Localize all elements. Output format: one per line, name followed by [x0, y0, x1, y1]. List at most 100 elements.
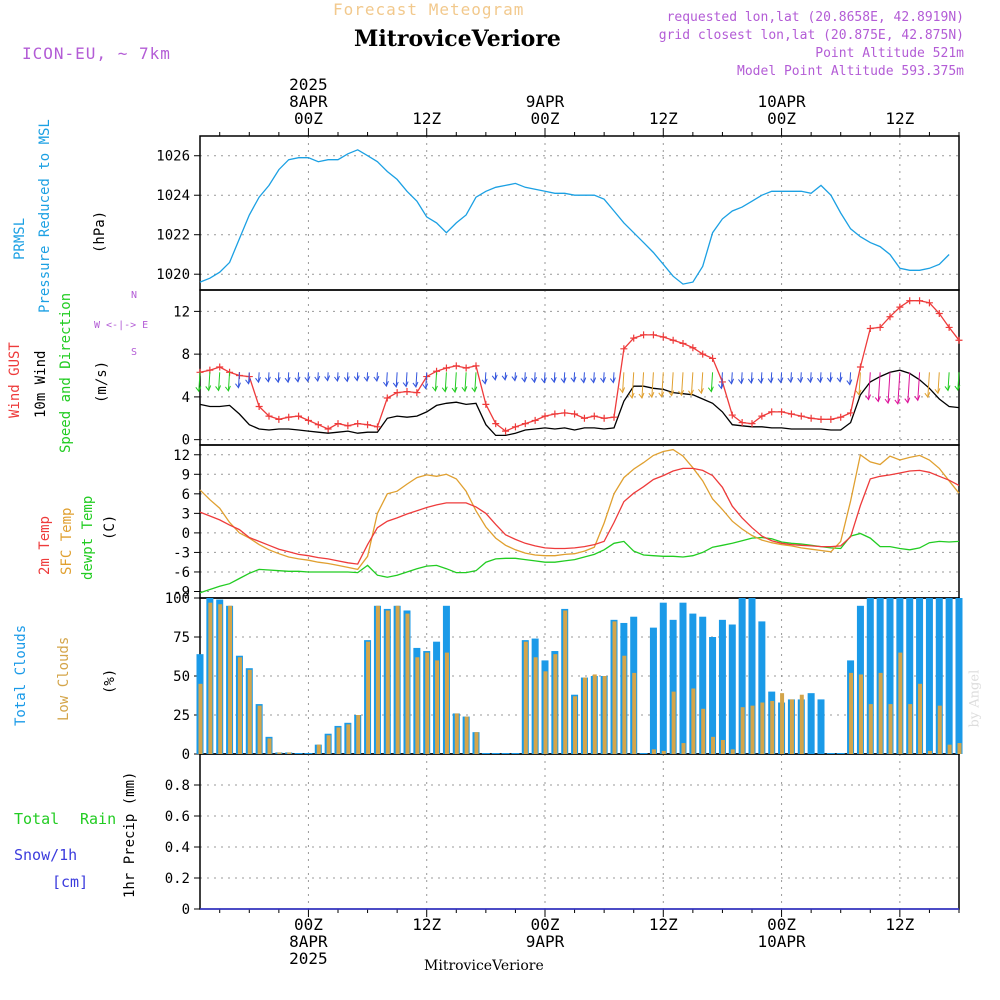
wind-arrow — [954, 372, 961, 392]
wind-gust-marker — [738, 419, 746, 427]
y-tick-label: -6 — [173, 565, 190, 581]
wind-arrow — [757, 372, 764, 384]
low-clouds-bar — [632, 672, 637, 754]
wind-gust-marker — [847, 409, 855, 417]
y-tick-label: 75 — [173, 630, 190, 646]
wind-arrow — [707, 372, 714, 393]
wind-arrow — [874, 372, 881, 403]
wind-arrow — [383, 372, 389, 388]
low-clouds-bar — [651, 749, 656, 754]
total-clouds-bar — [945, 598, 953, 754]
total-clouds-bar — [748, 598, 756, 754]
wind-arrow — [894, 372, 901, 405]
low-clouds-bar — [287, 752, 292, 754]
total-clouds-bar — [679, 602, 687, 754]
total-clouds-bar — [866, 598, 874, 754]
wind-arrow — [402, 372, 409, 388]
low-clouds-bar — [573, 696, 578, 754]
wind-gust-marker — [314, 421, 322, 429]
total-clouds-bar — [659, 602, 667, 754]
low-clouds-bar — [454, 713, 459, 754]
wind-gust-marker — [393, 389, 401, 397]
wind-gust-marker — [856, 363, 864, 371]
compass-we: W <-|-> E — [94, 320, 149, 331]
y-tick-label: 9 — [182, 467, 190, 483]
wind-gust-marker — [373, 423, 381, 431]
wind-gust-marker — [925, 299, 933, 307]
low-clouds-bar — [661, 750, 666, 754]
wind-gust-marker — [689, 344, 697, 352]
wind-gust-marker — [866, 324, 874, 332]
wind-arrow — [728, 372, 735, 385]
wind-arrow — [816, 372, 823, 384]
y-tick-label: 0.6 — [165, 809, 190, 825]
wind-gust-line — [199, 300, 960, 432]
low-clouds-bar — [543, 671, 548, 754]
wind-arrow — [363, 372, 370, 383]
wind-gust-marker — [285, 413, 293, 421]
time-label-top: 00Z — [531, 109, 560, 128]
wind-arrow — [855, 372, 862, 396]
low-clouds-bar — [898, 652, 903, 754]
low-clouds-bar — [316, 744, 321, 754]
wind-arrow — [441, 372, 448, 393]
time-label-top: 10APR — [757, 92, 806, 111]
wind-arrow — [481, 372, 488, 385]
low-clouds-bar — [415, 657, 420, 754]
wind-gust-marker — [748, 420, 756, 428]
wind-arrow — [205, 372, 212, 392]
wind-arrow — [451, 372, 458, 394]
point-altitude: Point Altitude 521m — [815, 46, 964, 61]
wind-gust-marker — [403, 388, 411, 396]
low-clouds-bar — [326, 735, 331, 754]
wind-arrow — [471, 372, 478, 393]
wind-gust-marker — [541, 412, 549, 420]
wind-gust-marker — [916, 297, 924, 305]
wind-arrow — [491, 372, 498, 381]
pressure-line — [199, 149, 950, 285]
low-clouds-bar — [425, 652, 430, 754]
wind-gust-marker — [295, 412, 303, 420]
wind-gust-marker — [531, 416, 539, 424]
wind-gust-marker — [590, 412, 598, 420]
low-clouds-bar — [602, 676, 607, 754]
wind-gust-marker — [630, 334, 638, 342]
wind-arrow — [688, 372, 694, 396]
low-clouds-bar — [760, 702, 765, 754]
wind-gust-marker — [354, 420, 362, 428]
wind-gust-marker — [600, 414, 608, 422]
time-label-bottom: 8APR — [289, 932, 328, 951]
low-clouds-bar — [346, 724, 351, 754]
sfc-temp-line — [199, 448, 960, 571]
wind-gust-marker — [472, 362, 480, 370]
y-tick-label: 0.2 — [165, 871, 190, 887]
wind-gust-marker — [551, 410, 559, 418]
y-tick-label: 1026 — [156, 149, 190, 165]
time-label-bottom: 2025 — [289, 949, 328, 968]
low-clouds-bar — [701, 708, 706, 754]
low-clouds-bar — [277, 752, 282, 754]
temp-2m-line — [199, 467, 960, 565]
time-label-bottom: 9APR — [526, 932, 565, 951]
wind-arrow — [392, 372, 399, 388]
y-tick-label: 8 — [182, 347, 190, 363]
time-label-bottom: 12Z — [412, 915, 441, 934]
wind-arrow — [314, 372, 321, 383]
total-clouds-bar — [738, 598, 746, 754]
time-label-top: 00Z — [294, 109, 323, 128]
time-label-top: 12Z — [412, 109, 441, 128]
low-clouds-bar — [257, 705, 262, 754]
wind-arrow — [609, 372, 616, 384]
low-clouds-bar — [799, 694, 804, 754]
wind-arrow — [884, 372, 891, 405]
wind-arrow — [777, 372, 784, 384]
total-clouds-bar — [669, 619, 677, 754]
wind-gust-marker — [482, 400, 490, 408]
time-label-top: 2025 — [289, 75, 328, 94]
y-tick-label: 0 — [182, 902, 190, 918]
wind-gust-marker — [886, 313, 894, 321]
wind-arrow — [767, 372, 774, 384]
compass-s: S — [131, 347, 138, 358]
wind-arrow — [846, 372, 853, 386]
wind-gust-marker — [265, 412, 273, 420]
